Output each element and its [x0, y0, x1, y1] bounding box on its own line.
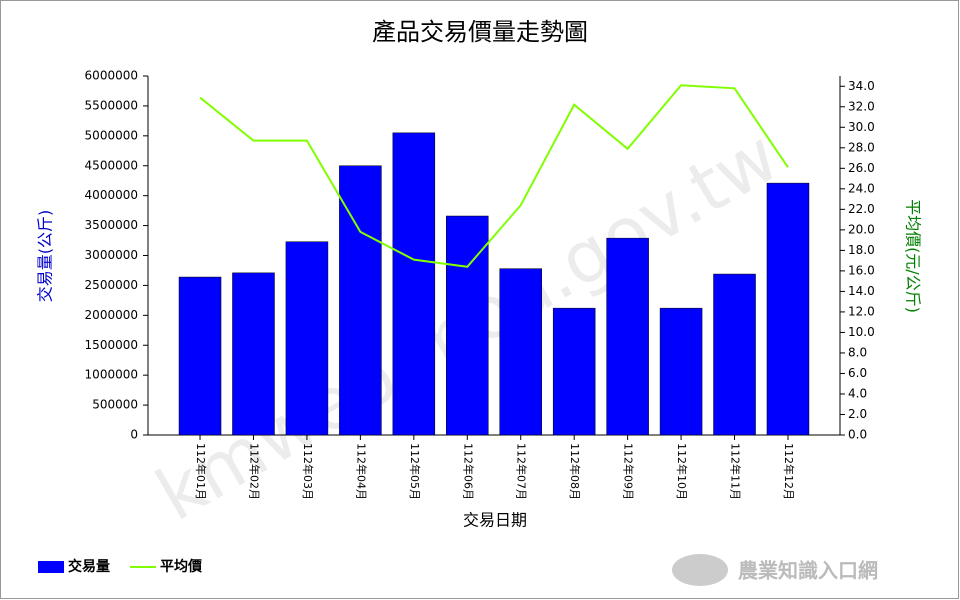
x-tick-label: 112年12月: [782, 443, 796, 500]
y2-tick-label: 2.0: [848, 407, 867, 421]
y-axis-title: 交易量(公斤): [36, 210, 55, 303]
x-tick-label: 112年10月: [675, 443, 689, 500]
legend-swatch: [38, 561, 64, 573]
y2-tick-label: 20.0: [848, 222, 875, 236]
y2-tick-label: 28.0: [848, 140, 875, 154]
y2-axis-title: 平均價(元/公斤): [904, 199, 923, 313]
x-tick-label: 112年05月: [408, 443, 422, 500]
bar: [392, 132, 436, 436]
y-tick-label: 500000: [92, 398, 138, 412]
y2-tick-label: 4.0: [848, 386, 867, 400]
y2-tick-label: 18.0: [848, 243, 875, 257]
x-tick-label: 112年07月: [515, 443, 529, 500]
x-axis-title: 交易日期: [463, 511, 527, 530]
y-tick-label: 6000000: [85, 69, 138, 83]
y2-tick-label: 26.0: [848, 161, 875, 175]
x-tick-label: 112年09月: [622, 443, 636, 500]
y-tick-label: 3500000: [85, 218, 138, 232]
bar: [606, 237, 649, 436]
y2-tick-label: 8.0: [848, 345, 867, 359]
y2-tick-label: 34.0: [848, 79, 875, 93]
bar: [713, 273, 756, 436]
legend-label: 交易量: [68, 558, 110, 575]
y-tick-label: 0: [130, 428, 138, 442]
y2-tick-label: 14.0: [848, 284, 875, 298]
y-tick-label: 1500000: [85, 338, 138, 352]
x-tick-label: 112年04月: [354, 443, 368, 500]
bar: [552, 307, 596, 436]
x-tick-label: 112年11月: [729, 443, 743, 500]
y2-tick-label: 24.0: [848, 181, 875, 195]
y-tick-label: 5500000: [85, 98, 138, 112]
y2-tick-label: 12.0: [848, 304, 875, 318]
x-tick-label: 112年01月: [194, 443, 208, 500]
chart-title: 產品交易價量走勢圖: [372, 18, 588, 46]
bar: [178, 276, 222, 436]
y-tick-label: 4000000: [85, 188, 138, 202]
x-tick-label: 112年03月: [301, 443, 315, 500]
y-tick-label: 2000000: [85, 308, 138, 322]
y2-tick-label: 32.0: [848, 99, 875, 113]
x-tick-label: 112年06月: [461, 443, 475, 500]
bar: [446, 215, 489, 436]
y-tick-label: 5000000: [85, 128, 138, 142]
y-tick-label: 4500000: [85, 158, 138, 172]
y-tick-label: 3000000: [85, 248, 138, 262]
legend-label: 平均價: [160, 558, 203, 575]
bar: [285, 241, 329, 436]
y2-tick-label: 22.0: [848, 202, 875, 216]
bar: [499, 268, 542, 436]
y2-tick-label: 6.0: [848, 366, 867, 380]
x-tick-label: 112年08月: [568, 443, 582, 500]
bar: [339, 165, 382, 436]
x-tick-label: 112年02月: [247, 443, 261, 500]
y2-tick-label: 16.0: [848, 263, 875, 277]
line: [199, 84, 789, 268]
bar: [659, 307, 703, 436]
logo-text: 農業知識入口網: [738, 559, 878, 583]
bar: [766, 182, 810, 436]
y2-tick-label: 30.0: [848, 120, 875, 134]
bar: [232, 272, 275, 436]
y2-tick-label: 10.0: [848, 325, 875, 339]
y2-tick-label: 0.0: [848, 428, 867, 442]
logo-icon: [672, 554, 728, 586]
y-tick-label: 1000000: [85, 368, 138, 382]
y-tick-label: 2500000: [85, 278, 138, 292]
